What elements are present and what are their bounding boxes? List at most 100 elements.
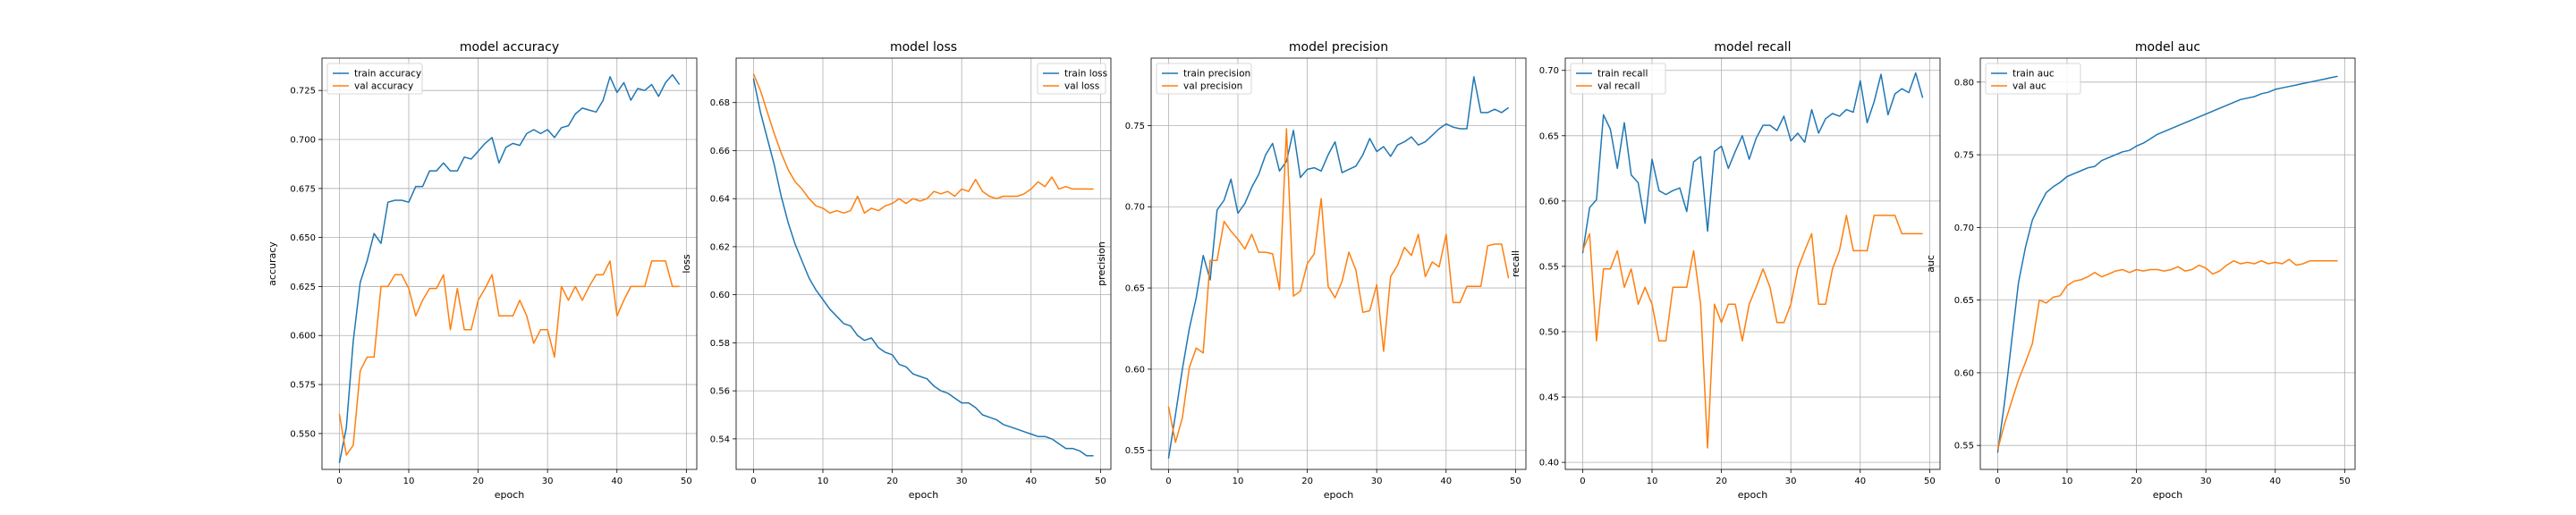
chart-panel-3: 0 10 20 30 40 50 0.40 0.45 0.50 0.55 0.60 0.65 0.70 m… [1510,40,1941,501]
y-tick-label: 0.55 [1954,442,1974,452]
chart-panel-1: 0 10 20 30 40 50 0.54 0.56 0.58 0.60 0.62 0.64 0.66 0… [681,40,1112,501]
x-axis-label: epoch [495,489,525,501]
x-tick-label: 20 [1716,477,1727,486]
y-tick-label: 0.70 [1954,224,1974,233]
y-tick-label: 0.58 [710,339,730,349]
series-line-train [1167,76,1510,459]
y-tick-label: 0.45 [1539,393,1559,403]
x-tick-label: 10 [1233,477,1244,486]
series-line-val [1167,128,1510,443]
x-tick-label: 10 [403,477,415,486]
series-line-val [752,73,1094,215]
y-tick-label: 0.70 [1539,66,1559,76]
y-tick-label: 0.62 [710,242,730,252]
y-axis-label: recall [1510,250,1521,277]
x-axis-label: epoch [1324,489,1354,501]
y-tick-label: 0.700 [290,135,316,145]
y-tick-label: 0.650 [290,233,316,243]
x-tick-label: 20 [2131,477,2142,486]
x-tick-label: 30 [542,477,554,486]
chart-panel-2: 0 10 20 30 40 50 0.55 0.60 0.65 0.70 0.75 model pre… [1096,40,1527,501]
chart-title: model recall [1714,40,1791,55]
y-tick-label: 0.65 [1954,296,1974,306]
x-axis-label: epoch [909,489,939,501]
y-tick-label: 0.550 [290,429,316,439]
x-tick-label: 10 [818,477,829,486]
y-tick-label: 0.60 [1539,197,1559,207]
x-tick-label: 0 [336,477,342,486]
x-tick-label: 50 [1510,477,1521,486]
y-tick-label: 0.56 [710,387,730,397]
y-tick-label: 0.64 [710,195,730,205]
legend-label: val precision [1183,81,1242,92]
y-axis-label: loss [681,254,692,274]
chart-panel-0: 0 10 20 30 40 50 0.550 0.575 0.600 0.625 0.650 0.67… [267,40,698,501]
y-tick-label: 0.80 [1954,78,1974,88]
x-tick-label: 30 [956,477,968,486]
y-tick-label: 0.40 [1539,459,1559,469]
y-axis-label: precision [1096,241,1107,286]
legend-label: train accuracy [354,69,421,80]
legend-label: val auc [2012,81,2046,92]
axes-frame [735,57,1112,470]
series-line-train [1581,72,1924,254]
x-tick-label: 10 [1647,477,1658,486]
y-tick-label: 0.70 [1125,203,1145,213]
x-tick-label: 50 [1095,477,1106,486]
legend-label: val accuracy [354,81,413,92]
legend-label: val recall [1597,81,1640,92]
chart-title: model loss [890,40,957,55]
x-tick-label: 0 [1995,477,2000,486]
axes-frame [1564,57,1941,470]
legend-label: train loss [1064,69,1107,80]
y-tick-label: 0.575 [290,381,316,391]
axes-frame [321,57,698,470]
legend-box [1985,63,2081,95]
series-line-val [1996,258,2338,451]
y-tick-label: 0.725 [290,87,316,97]
legend-label: val loss [1064,81,1099,92]
y-tick-label: 0.60 [1954,368,1974,378]
x-tick-label: 40 [1440,477,1452,486]
y-tick-label: 0.75 [1125,122,1145,131]
chart-title: model precision [1289,40,1388,55]
x-tick-label: 20 [1301,477,1313,486]
y-tick-label: 0.675 [290,184,316,194]
x-tick-label: 30 [1785,477,1797,486]
series-line-train [1996,75,2338,453]
y-tick-label: 0.600 [290,332,316,342]
y-tick-label: 0.75 [1954,151,1974,161]
x-tick-label: 30 [2200,477,2212,486]
y-tick-label: 0.68 [710,98,730,108]
legend-box [326,63,423,95]
x-tick-label: 20 [472,477,484,486]
y-tick-label: 0.55 [1539,262,1559,272]
x-tick-label: 50 [681,477,692,486]
legend-label: train auc [2012,69,2055,80]
y-tick-label: 0.54 [710,435,730,444]
legend-label: train precision [1183,69,1250,80]
legend-label: train recall [1597,69,1648,80]
x-tick-label: 40 [1025,477,1037,486]
y-tick-label: 0.65 [1539,131,1559,141]
y-tick-label: 0.60 [710,291,730,300]
series-line-train [752,78,1094,457]
y-axis-label: accuracy [267,241,278,286]
chart-panel-4: 0 10 20 30 40 50 0.55 0.60 0.65 0.70 0.75 0.80 model… [1925,40,2356,501]
axes-frame [1979,57,2356,470]
x-tick-label: 50 [2339,477,2351,486]
x-axis-label: epoch [2153,489,2183,501]
x-tick-label: 0 [1165,477,1171,486]
x-tick-label: 0 [750,477,756,486]
y-tick-label: 0.55 [1125,446,1145,456]
x-tick-label: 20 [886,477,898,486]
x-axis-label: epoch [1738,489,1768,501]
legend-box [1570,63,1666,95]
y-tick-label: 0.625 [290,283,316,292]
y-tick-label: 0.66 [710,147,730,156]
chart-title: model auc [2135,40,2200,55]
